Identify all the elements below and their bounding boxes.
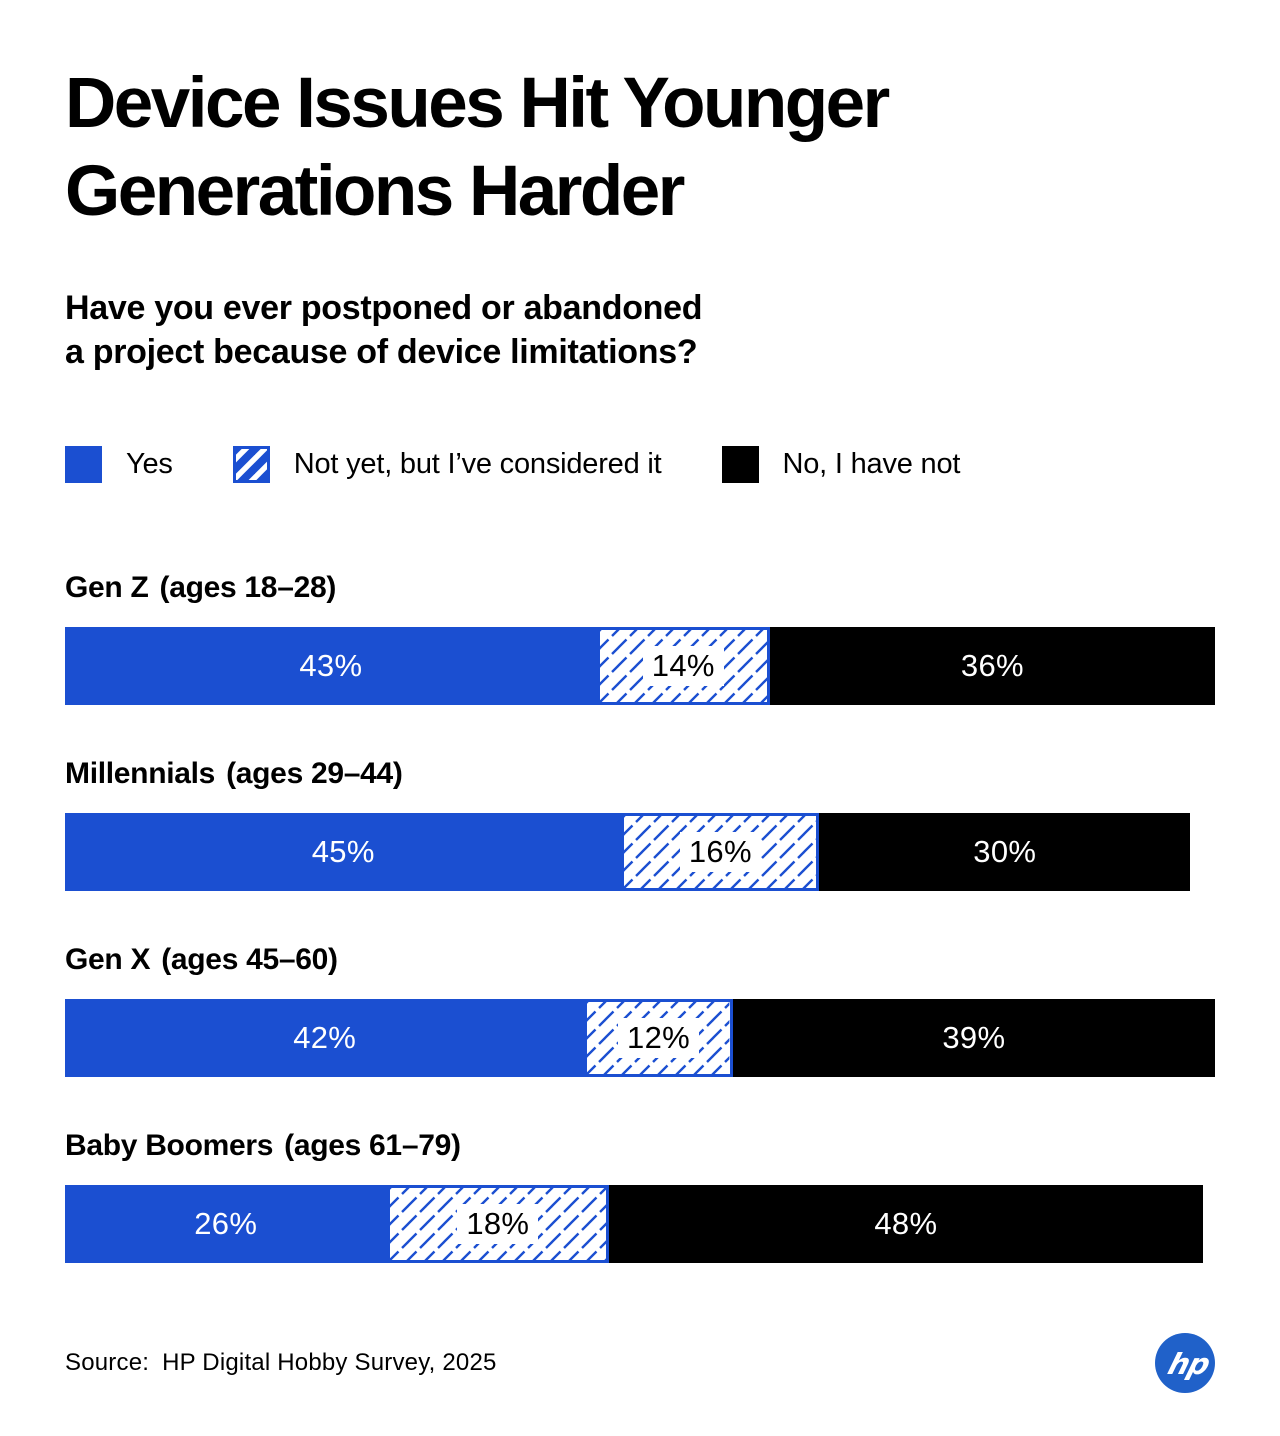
group-name: Gen Z (65, 571, 149, 604)
segment-value-label: 36% (960, 648, 1024, 683)
segment-yes: 45% (65, 813, 622, 891)
segment-value-label: 18% (457, 1204, 539, 1244)
legend-label-yes: Yes (126, 448, 173, 480)
bar-group-gen-x: Gen X (ages 45–60) 42% 12% 39% (65, 941, 1215, 1077)
group-label: Gen X (ages 45–60) (65, 941, 1215, 979)
stacked-bar: 43% 14% 36% (65, 627, 1215, 705)
hatched-swatch-icon (232, 446, 270, 483)
page-title: Device Issues Hit Younger Generations Ha… (65, 60, 1215, 236)
hp-logo-circle (1155, 1333, 1215, 1393)
segment-no: 48% (609, 1185, 1203, 1263)
no-swatch-icon (721, 446, 759, 483)
segment-no: 36% (769, 627, 1215, 705)
segment-value-label: 39% (942, 1020, 1006, 1055)
legend-item-yes: Yes (65, 446, 173, 483)
group-label: Baby Boomers (ages 61–79) (65, 1127, 1215, 1165)
segment-considered: 18% (386, 1185, 610, 1263)
segment-value-label: 12% (618, 1018, 699, 1058)
segment-value-label: 43% (299, 648, 363, 683)
title-line-2: Generations Harder (65, 152, 685, 231)
group-ages: (ages 45–60) (161, 943, 338, 976)
legend-item-no: No, I have not (721, 446, 961, 483)
source-text: HP Digital Hobby Survey, 2025 (162, 1349, 497, 1376)
segment-value-label: 30% (973, 834, 1037, 869)
group-name: Millennials (65, 757, 216, 790)
segment-no: 39% (732, 999, 1215, 1077)
survey-question: Have you ever postponed or abandoned a p… (65, 286, 1215, 374)
title-line-1: Device Issues Hit Younger (65, 64, 890, 143)
group-name: Gen X (65, 943, 151, 976)
segment-value-label: 16% (679, 832, 761, 872)
segment-yes: 42% (65, 999, 585, 1077)
question-line-1: Have you ever postponed or abandoned (65, 289, 703, 327)
segment-value-label: 42% (293, 1020, 357, 1055)
question-line-2: a project because of device limitations? (65, 333, 698, 371)
source-prefix: Source: (65, 1349, 150, 1376)
footer: Source: HP Digital Hobby Survey, 2025 hp (65, 1333, 1215, 1393)
hp-logo: hp (1155, 1333, 1215, 1393)
source-line: Source: HP Digital Hobby Survey, 2025 (65, 1349, 497, 1377)
group-ages: (ages 61–79) (284, 1129, 461, 1162)
segment-considered: 14% (596, 627, 770, 705)
chart: Gen Z (ages 18–28) 43% 14% 36% Millennials (ag… (65, 569, 1215, 1263)
stacked-bar: 26% 18% 48% (65, 1185, 1203, 1263)
segment-considered: 12% (584, 999, 733, 1077)
group-ages: (ages 18–28) (159, 571, 337, 604)
bar-group-gen-z: Gen Z (ages 18–28) 43% 14% 36% (65, 569, 1215, 705)
group-ages: (ages 29–44) (226, 757, 403, 790)
legend-label-no: No, I have not (782, 448, 961, 480)
stacked-bar: 42% 12% 39% (65, 999, 1215, 1077)
group-name: Baby Boomers (65, 1129, 274, 1162)
segment-yes: 26% (65, 1185, 387, 1263)
segment-value-label: 26% (194, 1206, 258, 1241)
legend: Yes Not yet, but I’ve considered it No, … (65, 446, 1215, 483)
segment-no: 30% (819, 813, 1191, 891)
bar-group-baby-boomers: Baby Boomers (ages 61–79) 26% 18% 48% (65, 1127, 1215, 1263)
legend-label-considered: Not yet, but I’ve considered it (293, 448, 662, 480)
segment-value-label: 14% (642, 646, 724, 686)
yes-swatch-icon (65, 446, 102, 483)
legend-item-considered: Not yet, but I’ve considered it (232, 446, 662, 483)
group-label: Millennials (ages 29–44) (65, 755, 1215, 793)
group-label: Gen Z (ages 18–28) (65, 569, 1215, 607)
segment-value-label: 48% (874, 1206, 938, 1241)
stacked-bar: 45% 16% 30% (65, 813, 1191, 891)
segment-yes: 43% (65, 627, 597, 705)
segment-value-label: 45% (311, 834, 375, 869)
segment-considered: 16% (621, 813, 820, 891)
bar-group-millennials: Millennials (ages 29–44) 45% 16% 30% (65, 755, 1215, 891)
